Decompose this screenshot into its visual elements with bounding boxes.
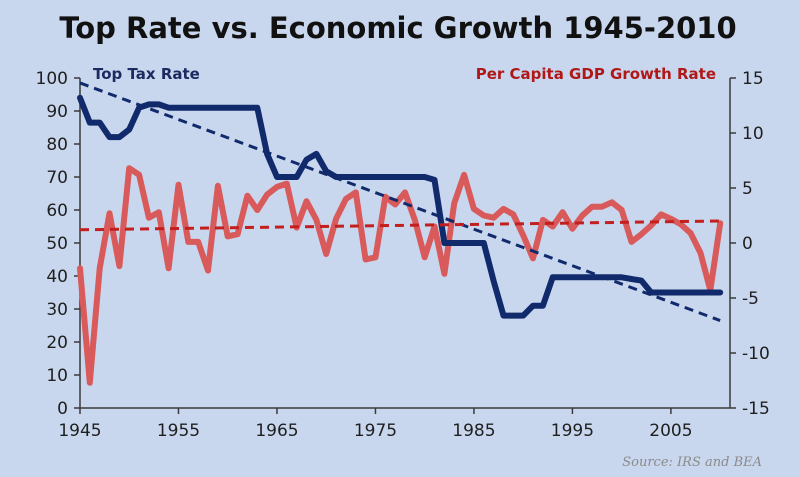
- left-tick-label: 30: [46, 300, 68, 320]
- left-tick-label: 90: [46, 102, 68, 122]
- x-axis: 1945 1955 1965 1975 1985 1995 2005: [58, 408, 693, 441]
- left-tick-label: 40: [46, 267, 68, 287]
- right-tick-label: 15: [742, 69, 764, 89]
- left-tick-label: 70: [46, 168, 68, 188]
- left-tick-label: 10: [46, 366, 68, 386]
- right-tick-label: -15: [742, 399, 770, 419]
- trendline-gdp-growth: [79, 219, 721, 232]
- x-tick-label: 2005: [649, 421, 692, 441]
- right-tick-label: 10: [742, 124, 764, 144]
- x-tick-label: 1945: [58, 421, 101, 441]
- left-tick-label: 100: [36, 69, 68, 89]
- right-tick-label: 5: [742, 179, 753, 199]
- right-tick-label: -10: [742, 344, 770, 364]
- left-tick-label: 80: [46, 135, 68, 155]
- series-top-tax-rate-line: [77, 94, 724, 319]
- x-tick-label: 1995: [551, 421, 594, 441]
- right-axis: -15 -10 -5 0 5 10 15: [730, 69, 770, 419]
- source-note: Source: IRS and BEA: [622, 455, 762, 470]
- left-tick-label: 20: [46, 333, 68, 353]
- legend-top-tax-rate: Top Tax Rate: [93, 65, 200, 83]
- x-tick-label: 1975: [354, 421, 397, 441]
- x-tick-label: 1955: [157, 421, 200, 441]
- left-axis: 0 10 20 30 40 50 60 70 80 90 100: [36, 69, 80, 419]
- trendline-top-tax-rate: [79, 81, 721, 322]
- left-tick-label: 60: [46, 201, 68, 221]
- legend-gdp-growth: Per Capita GDP Growth Rate: [476, 65, 716, 83]
- series-layer: [77, 81, 724, 386]
- right-tick-label: 0: [742, 234, 753, 254]
- x-tick-label: 1965: [255, 421, 298, 441]
- series-gdp-growth-line: [77, 165, 724, 386]
- left-tick-label: 50: [46, 234, 68, 254]
- chart-title: Top Rate vs. Economic Growth 1945-2010: [59, 11, 736, 45]
- x-tick-label: 1985: [452, 421, 495, 441]
- right-tick-label: -5: [742, 289, 759, 309]
- left-tick-label: 0: [57, 399, 68, 419]
